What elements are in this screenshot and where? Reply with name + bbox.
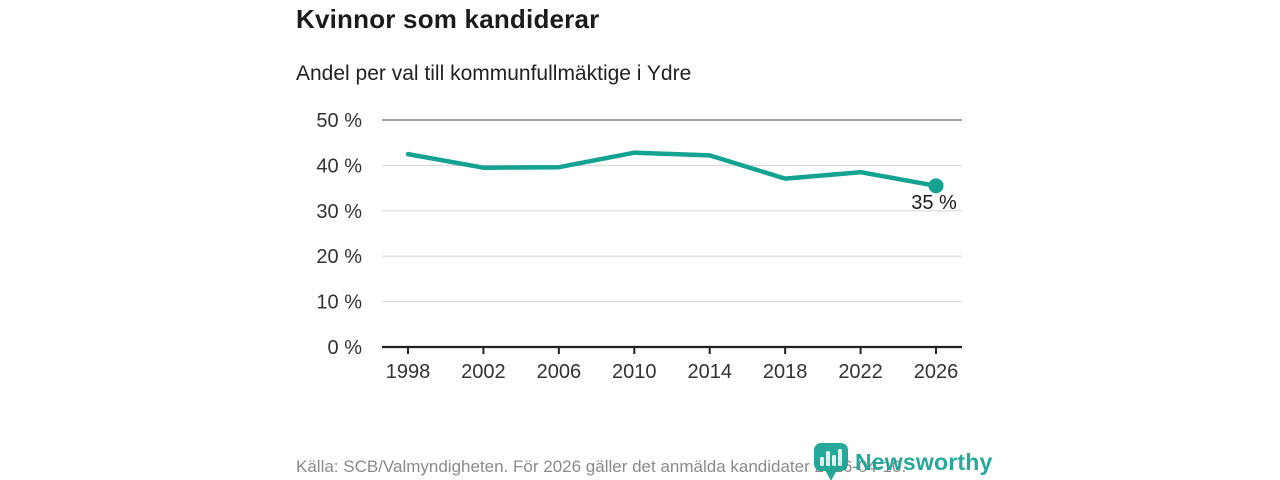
x-tick-label: 2010 (612, 361, 657, 383)
x-tick-label: 2026 (914, 361, 959, 383)
newsworthy-logo-icon (814, 443, 848, 480)
x-tick-label: 2022 (838, 361, 883, 383)
y-tick-label: 30 % (316, 201, 362, 223)
newsworthy-logo: Newsworthy (813, 442, 992, 480)
y-tick-label: 0 % (328, 337, 363, 359)
x-tick-label: 2002 (461, 361, 506, 383)
series-line (405, 150, 939, 189)
chart-title: Kvinnor som kandiderar (296, 4, 600, 34)
x-tick-label: 2014 (687, 361, 732, 383)
chart-subtitle: Andel per val till kommunfullmäktige i Y… (296, 62, 692, 85)
y-tick-label: 40 % (316, 155, 362, 177)
x-tick-label: 2018 (763, 361, 808, 383)
x-tick-label: 2006 (537, 361, 582, 383)
y-tick-label: 10 % (316, 292, 362, 314)
end-value-label: 35 % (911, 192, 957, 214)
x-tick-label: 1998 (386, 361, 431, 383)
end-point-marker (928, 178, 944, 194)
y-tick-label: 50 % (316, 110, 362, 132)
newsworthy-logo-text: Newsworthy (855, 448, 993, 475)
y-tick-label: 20 % (316, 246, 362, 268)
source-note: Källa: SCB/Valmyndigheten. För 2026 gäll… (296, 457, 907, 476)
